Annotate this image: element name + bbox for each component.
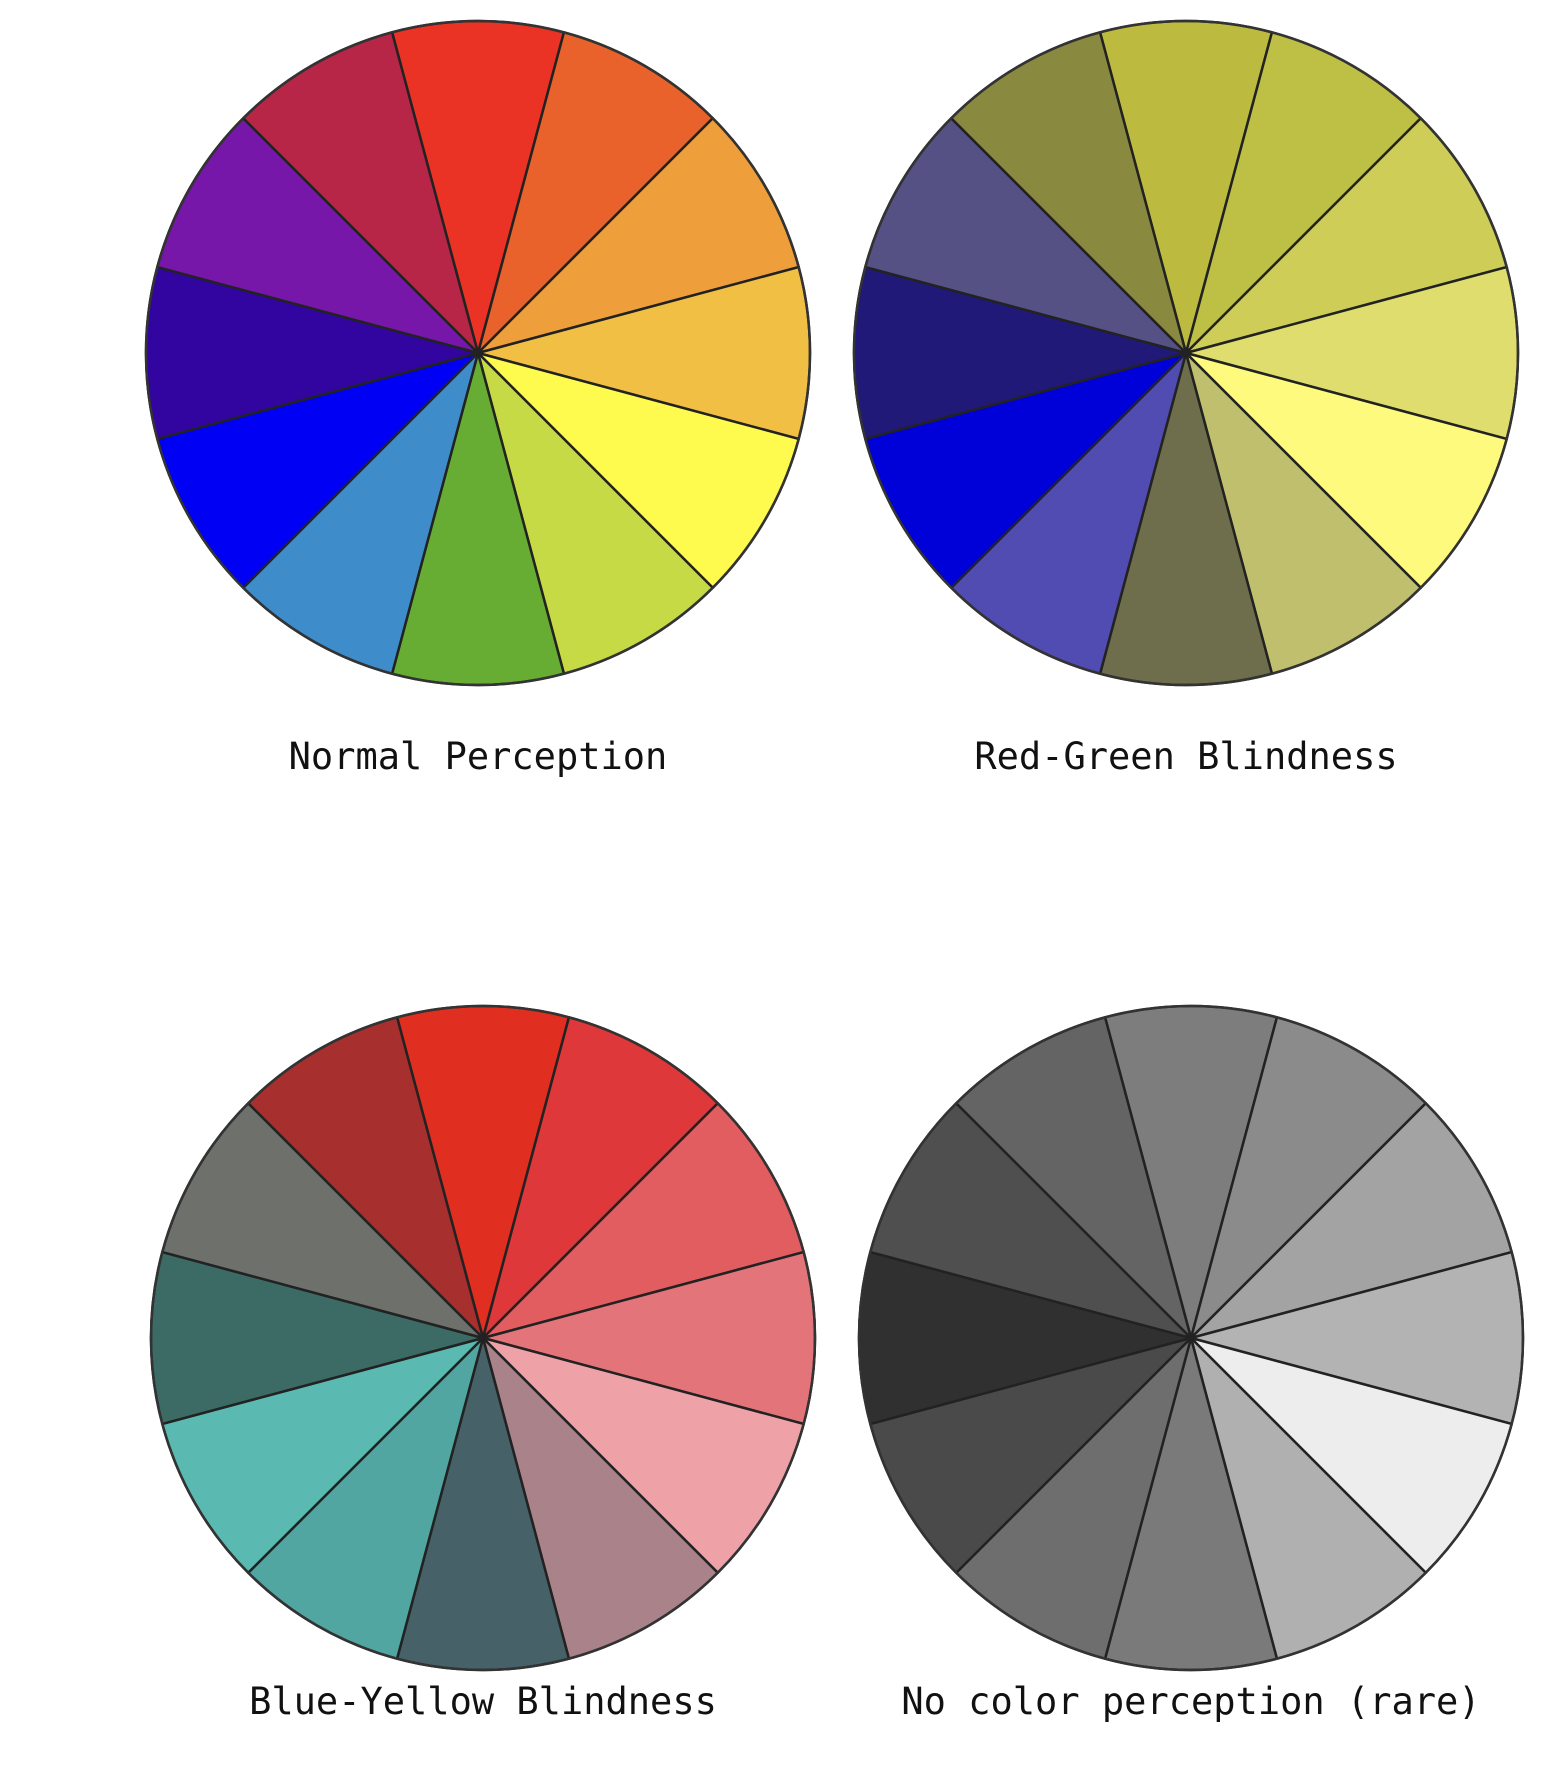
color-wheel (857, 1004, 1525, 1672)
wheel-panel-normal-perception: Normal Perception (135, 10, 821, 800)
wheel-caption: Blue-Yellow Blindness (249, 1680, 717, 1723)
color-wheel (149, 1004, 817, 1672)
wheel-caption: Red-Green Blindness (974, 735, 1398, 778)
color-wheel (144, 19, 812, 687)
wheel-outline (144, 19, 812, 687)
wheel-outline (852, 19, 1520, 687)
wheel-panel-blue-yellow-blindness: Blue-Yellow Blindness (140, 995, 826, 1755)
wheel-outline (857, 1004, 1525, 1672)
wheel-outline (149, 1004, 817, 1672)
color-wheel (852, 19, 1520, 687)
wheel-panel-no-color-perception: No color perception (rare) (848, 995, 1534, 1755)
wheel-caption: No color perception (rare) (901, 1680, 1481, 1723)
wheel-panel-red-green-blindness: Red-Green Blindness (843, 10, 1529, 800)
wheel-caption: Normal Perception (288, 735, 668, 778)
